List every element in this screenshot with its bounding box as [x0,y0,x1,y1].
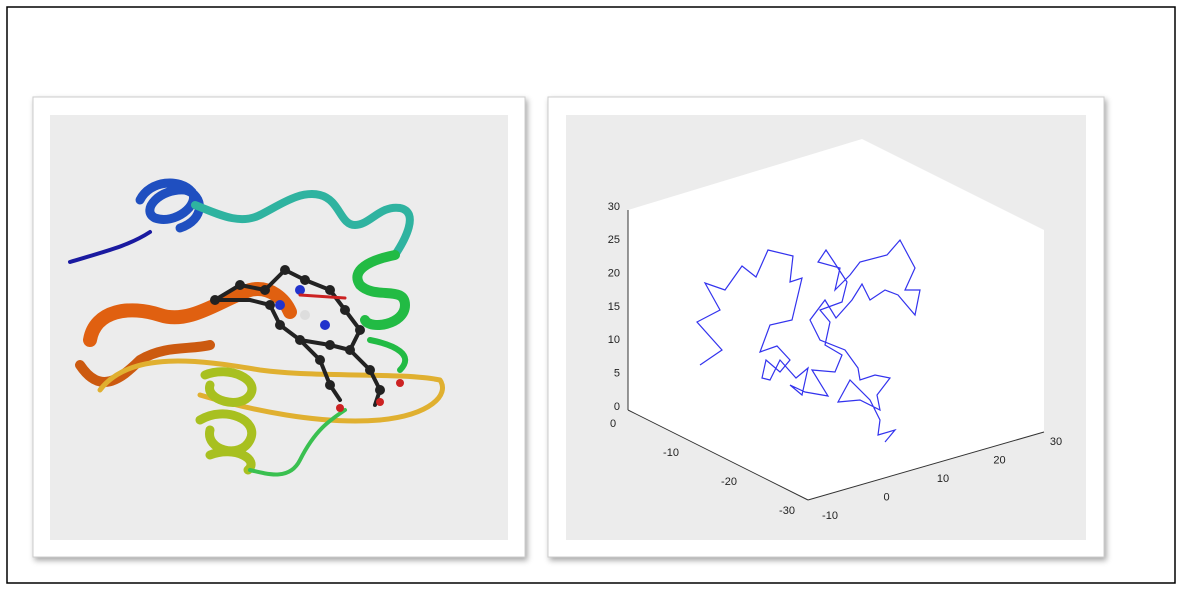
tick-label: 30 [608,201,620,213]
page: {"plot": { "z_ticks": [30, 25, 20, 15, 1… [0,0,1182,588]
tick-label: 30 [1050,436,1062,448]
tick-label: 0 [610,418,616,430]
tick-label: -10 [663,447,679,459]
tick-label: 0 [614,401,620,413]
tick-label: -20 [721,476,737,488]
tick-label: 15 [608,301,620,313]
tick-label: 10 [937,473,949,485]
tick-label: 0 [883,491,889,503]
scene: 30 25 20 15 10 5 0 0 -10 -20 -30 -10 0 10 20 30 [0,0,1182,588]
tick-label: 5 [614,368,620,380]
tick-label: 10 [608,334,620,346]
tick-label: 20 [608,268,620,280]
tick-label: 20 [993,454,1005,466]
tick-label: -30 [779,505,795,517]
tick-label: 25 [608,234,620,246]
tick-label: -10 [822,510,838,522]
